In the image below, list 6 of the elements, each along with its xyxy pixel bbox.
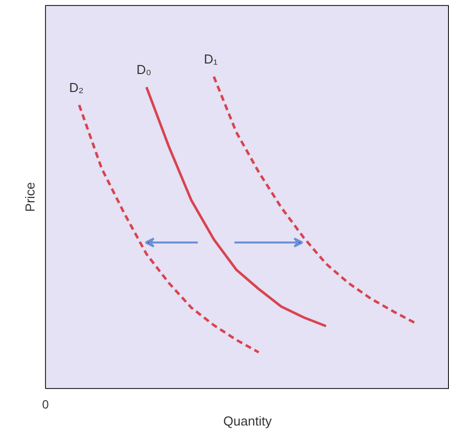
series-label: D₀ xyxy=(136,62,152,78)
y-axis-title: Price xyxy=(22,182,38,212)
x-axis-title: Quantity xyxy=(223,414,272,428)
series-label: D₁ xyxy=(204,52,218,67)
text: 0 xyxy=(42,398,50,412)
series-label: D₂ xyxy=(69,80,84,95)
